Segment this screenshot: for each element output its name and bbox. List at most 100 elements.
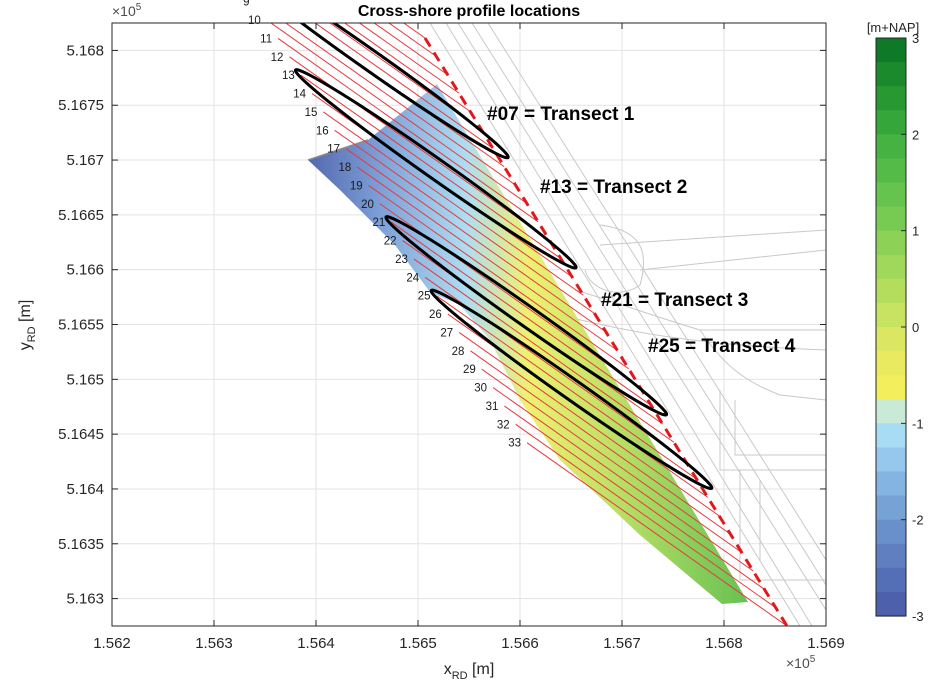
profile-number-label: 30 (474, 383, 487, 395)
profile-number-label: 24 (406, 272, 419, 284)
colorbar-band (876, 543, 906, 569)
transect-label: #25 = Transect 4 (648, 336, 796, 357)
x-axis-label-subscript: RD (452, 670, 468, 680)
transect-label: #07 = Transect 1 (487, 104, 635, 125)
colorbar-band (876, 278, 906, 304)
y-tick-label: 5.1635 (58, 536, 104, 553)
x-tick-label: 1.567 (603, 635, 641, 652)
profile-number-label: 15 (305, 107, 318, 119)
map-outline (445, 23, 813, 626)
profile-line (481, 368, 743, 553)
x-exponent-label: ×105 (786, 654, 816, 671)
profile-line (358, 23, 460, 94)
profile-line (300, 74, 562, 259)
profile-line (515, 423, 776, 609)
profile-line (357, 166, 618, 351)
x-tick-label: 1.566 (501, 635, 539, 652)
colorbar-band (876, 591, 906, 617)
profile-number-label: 26 (429, 309, 442, 321)
y-tick-label: 5.163 (66, 591, 104, 608)
x-axis-label: xRD [m] (444, 661, 495, 680)
profile-number-group: 1234567891011121314151617181920212223242… (243, 0, 521, 450)
map-outline (429, 23, 801, 626)
colorbar-band (876, 62, 906, 87)
profile-line (343, 23, 471, 112)
profile-line (345, 148, 607, 333)
map-outline (584, 224, 645, 293)
profile-number-label: 20 (361, 199, 374, 211)
chart-title: Cross-shore profile locations (358, 3, 580, 20)
transect-ellipse (429, 288, 714, 491)
colorbar-band (876, 302, 906, 328)
transect-label: #13 = Transect 2 (540, 177, 687, 198)
map-outline (734, 400, 826, 456)
colorbar-band (876, 206, 906, 232)
bathymetry-surface (308, 84, 748, 604)
colorbar-band (876, 399, 906, 424)
map-outline (739, 470, 826, 581)
colorbar-tick-label: -2 (912, 513, 924, 528)
y-tick-label: 5.167 (66, 152, 104, 169)
y-tick-label: 5.168 (66, 42, 104, 59)
x-tick-label: 1.562 (93, 635, 131, 652)
profile-number-label: 27 (440, 327, 453, 339)
profile-line (458, 332, 720, 517)
colorbar-tick-label: -3 (912, 609, 924, 624)
profile-line (329, 23, 482, 131)
profile-line (504, 405, 765, 590)
profile-number-label: 13 (282, 70, 295, 82)
colorbar-band (876, 495, 906, 521)
colorbar-unit-label: [m+NAP] (867, 20, 919, 35)
y-tick-label: 5.1645 (58, 426, 104, 443)
y-tick-label: 5.165 (66, 371, 104, 388)
profile-line (368, 185, 629, 370)
profile-number-label: 14 (293, 89, 306, 101)
x-tick-label: 1.565 (399, 635, 437, 652)
profile-line (270, 23, 528, 204)
y-axis-label-unit: [m] (17, 300, 34, 327)
colorbar-band (876, 110, 906, 135)
colorbar-band (876, 327, 906, 352)
profile-number-label: 10 (248, 15, 261, 27)
profile-number-label: 9 (243, 0, 249, 9)
colorbar-band (876, 38, 906, 63)
y-tick-label: 5.1655 (58, 317, 104, 334)
profile-number-label: 22 (384, 236, 397, 248)
colorbar-band (876, 134, 906, 160)
colorbar-band (876, 447, 906, 473)
profile-line (284, 23, 516, 186)
colorbar-tick-label: 0 (912, 320, 919, 335)
y-tick-label: 5.166 (66, 262, 104, 279)
profile-number-label: 25 (418, 291, 431, 303)
colorbar-band (876, 182, 906, 208)
transect-ellipse-group (226, 23, 714, 491)
profile-line (373, 23, 448, 76)
x-tick-label: 1.563 (195, 635, 233, 652)
profile-number-label: 21 (372, 217, 385, 229)
map-outline (699, 329, 826, 401)
profile-number-label: 33 (508, 438, 521, 450)
profile-number-label: 29 (463, 364, 476, 376)
map-outline (471, 23, 826, 586)
x-tick-label: 1.569 (807, 635, 845, 652)
colorbar-band (876, 567, 906, 593)
profile-line (323, 111, 584, 296)
profile-line (314, 23, 494, 149)
profile-line (436, 295, 697, 480)
x-tick-label: 1.568 (705, 635, 743, 652)
y-tick-label: 5.1665 (58, 207, 104, 224)
profile-number-label: 17 (327, 144, 340, 156)
y-tick-label: 5.1675 (58, 97, 104, 114)
profile-line (470, 350, 731, 535)
map-outline (457, 23, 826, 611)
transect-label: #21 = Transect 3 (601, 290, 748, 311)
colorbar-band (876, 230, 906, 256)
profile-number-label: 32 (497, 419, 510, 431)
x-exponent-power: 5 (810, 654, 816, 665)
profile-number-label: 12 (271, 52, 284, 64)
map-outline (559, 314, 826, 351)
transect-ellipse (293, 68, 578, 270)
colorbar-band (876, 471, 906, 497)
x-axis-label-unit: [m] (468, 661, 495, 678)
